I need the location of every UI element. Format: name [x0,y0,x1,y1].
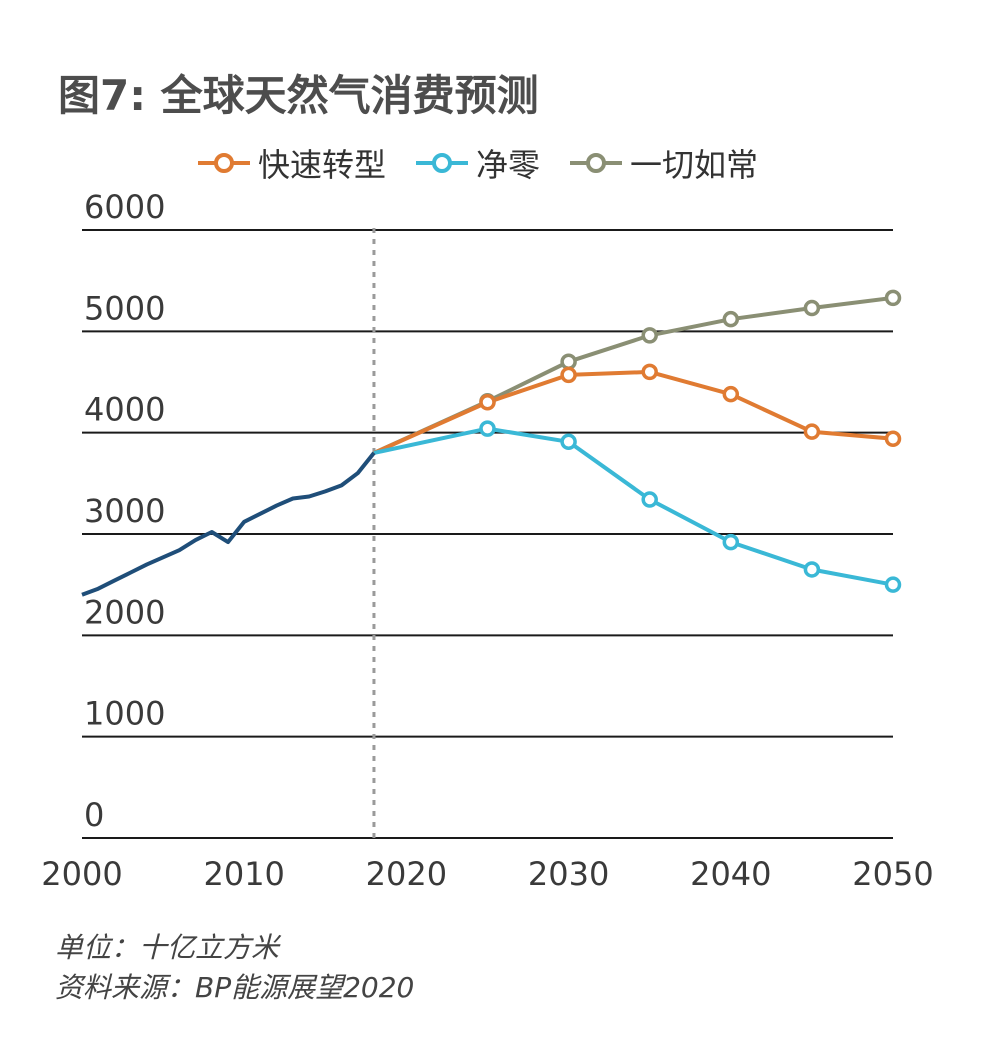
legend-label-fast-transition: 快速转型 [258,146,387,184]
x-axis-ticks: 2000 2010 2020 2030 2040 2050 [41,855,933,893]
series-0-point-2045 [803,423,821,440]
series-2-point-2030 [560,353,577,370]
series-0-point-2025 [479,394,496,411]
series-1-point-2040 [722,533,740,551]
y-tick-label-1000: 1000 [84,695,165,733]
x-tick-label-2030: 2030 [528,855,609,893]
series-2-point-2035 [641,327,658,344]
series-2-point-2040 [722,310,740,328]
legend-swatch-net-zero [416,153,469,173]
x-tick-label-2040: 2040 [690,855,771,893]
y-axis-ticks: 6000 5000 4000 3000 2000 1000 0 [84,188,165,834]
series-lines [81,295,894,597]
series-0-point-2050 [884,430,902,447]
legend-swatch-fast-transition [198,153,250,173]
x-tick-label-2020: 2020 [366,855,447,893]
y-tick-label-2000: 2000 [84,593,165,631]
series-line-0 [373,369,894,455]
x-tick-label-2010: 2010 [203,855,284,893]
series-markers [479,289,902,593]
series-1-point-2030 [560,433,577,451]
y-tick-label-3000: 3000 [84,492,165,530]
series-2-point-2045 [803,299,821,317]
x-tick-label-2050: 2050 [852,855,933,893]
legend: 快速转型 净零 一切如常 [198,140,758,186]
legend-item-net-zero: 净零 [416,140,540,186]
series-0-point-2035 [641,363,658,381]
y-tick-label-0: 0 [84,796,104,834]
source-note: 资料来源：BP能源展望2020 [55,971,415,1004]
chart-footer: 单位：十亿立方米 资料来源：BP能源展望2020 [55,928,414,1008]
legend-item-business-as-usual: 一切如常 [570,140,758,186]
series-0-point-2030 [560,366,577,384]
y-tick-label-5000: 5000 [84,289,165,327]
legend-label-business-as-usual: 一切如常 [630,146,759,184]
y-tick-label-4000: 4000 [84,391,165,429]
x-tick-label-2000: 2000 [41,855,122,893]
series-1-point-2035 [641,491,658,508]
series-line-1 [373,426,894,587]
chart-title: 图7: 全球天然气消费预测 [58,71,539,120]
legend-item-fast-transition: 快速转型 [198,140,386,186]
series-1-point-2050 [884,576,902,593]
legend-label-net-zero: 净零 [476,146,541,184]
series-1-point-2025 [479,420,496,437]
unit-note: 单位：十亿立方米 [55,931,280,964]
series-0-point-2040 [722,385,740,403]
legend-swatch-business-as-usual [570,153,623,173]
history-line [81,451,376,597]
series-1-point-2045 [803,561,821,578]
y-tick-label-6000: 6000 [84,188,165,226]
series-2-point-2050 [884,289,902,307]
